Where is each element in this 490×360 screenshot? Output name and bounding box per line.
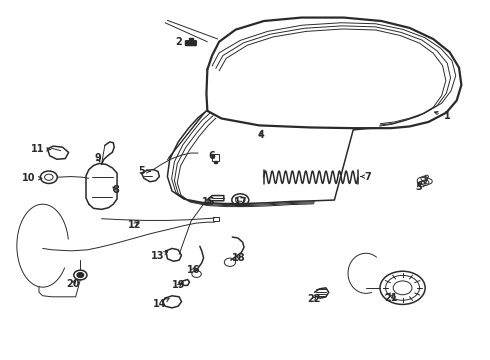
FancyBboxPatch shape: [185, 40, 197, 46]
Text: 15: 15: [202, 198, 216, 207]
Text: 12: 12: [128, 220, 141, 230]
Text: 13: 13: [151, 251, 168, 261]
Text: 19: 19: [172, 280, 186, 291]
Text: 16: 16: [187, 265, 200, 275]
Text: 7: 7: [361, 172, 370, 181]
Text: 5: 5: [138, 166, 150, 176]
Bar: [214, 217, 219, 221]
Text: 10: 10: [22, 173, 42, 183]
Text: 22: 22: [307, 294, 320, 304]
Text: 11: 11: [31, 144, 50, 154]
Text: 18: 18: [232, 253, 245, 263]
Text: 4: 4: [258, 130, 265, 140]
Text: 17: 17: [234, 198, 247, 207]
Text: 8: 8: [112, 185, 119, 195]
Circle shape: [77, 273, 84, 278]
Text: 20: 20: [67, 279, 80, 289]
Bar: [189, 37, 193, 41]
Text: 3: 3: [416, 182, 422, 192]
Text: 9: 9: [95, 153, 101, 162]
Text: 21: 21: [384, 293, 397, 302]
Text: 2: 2: [175, 37, 190, 47]
Bar: [212, 154, 219, 161]
Text: 6: 6: [209, 151, 216, 161]
Bar: [214, 161, 217, 163]
Text: 14: 14: [153, 298, 169, 309]
Text: 1: 1: [435, 111, 451, 121]
